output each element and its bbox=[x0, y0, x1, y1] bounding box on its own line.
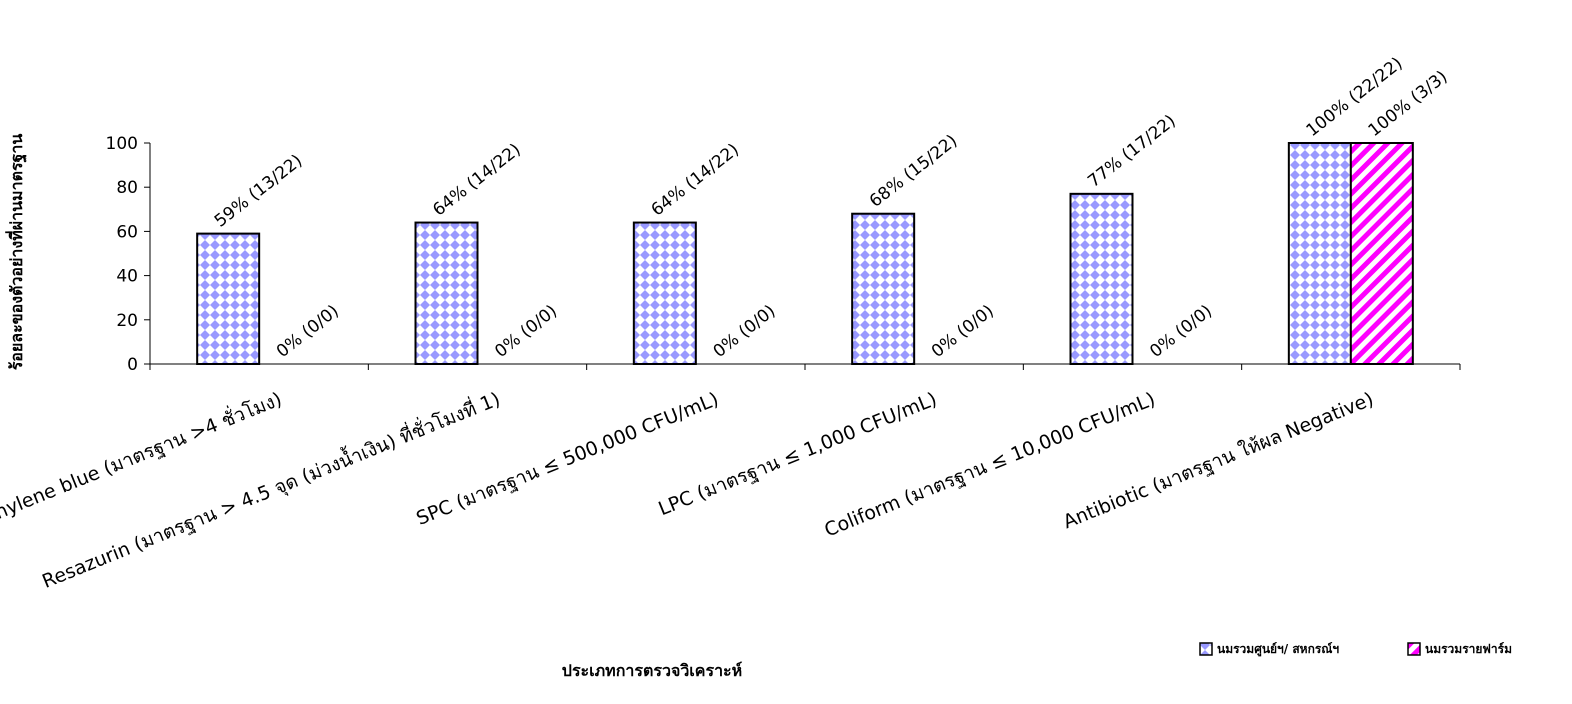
data-label: 68% (15/22) bbox=[866, 131, 961, 212]
y-tick-label: 60 bbox=[116, 222, 138, 242]
y-tick-label: 0 bbox=[127, 355, 138, 375]
bar-center bbox=[414, 221, 479, 365]
legend-swatch-farm bbox=[1407, 642, 1421, 656]
bar-center bbox=[1287, 142, 1352, 365]
bar-center bbox=[196, 232, 261, 365]
x-category-label: Resazurin (มาตรฐาน > 4.5 จุด (ม่วงน้ำเงิ… bbox=[38, 385, 504, 593]
data-label: 0% (0/0) bbox=[1146, 301, 1216, 362]
data-label: 0% (0/0) bbox=[491, 301, 561, 362]
bar-center bbox=[1069, 192, 1134, 365]
data-label: 77% (17/22) bbox=[1084, 111, 1179, 192]
legend: นมรวมศูนย์ฯ/ สหกรณ์ฯ นมรวมรายฟาร์ม bbox=[1199, 642, 1512, 657]
data-label: 64% (14/22) bbox=[648, 140, 743, 221]
x-axis-title: ประเภทการตรวจวิเคราะห์ bbox=[562, 661, 742, 680]
bar-center bbox=[632, 221, 697, 365]
x-category-label: Coliform (มาตรฐาน ≤ 10,000 CFU/mL) bbox=[821, 388, 1158, 541]
y-tick-label: 40 bbox=[116, 267, 138, 287]
legend-label-farm: นมรวมรายฟาร์ม bbox=[1425, 642, 1512, 656]
x-category-label: Methylene blue (มาตรฐาน >4 ชั่วโมง) bbox=[0, 385, 285, 537]
y-axis-title: ร้อยละของตัวอย่างที่ผ่านมาตรฐาน bbox=[5, 134, 27, 371]
y-tick-label: 100 bbox=[106, 134, 138, 154]
data-label: 59% (13/22) bbox=[211, 151, 306, 232]
data-label: 0% (0/0) bbox=[273, 301, 343, 362]
data-label: 0% (0/0) bbox=[928, 301, 998, 362]
bar-farm bbox=[1349, 142, 1414, 365]
legend-label-center: นมรวมศูนย์ฯ/ สหกรณ์ฯ bbox=[1217, 642, 1339, 657]
y-tick-label: 20 bbox=[116, 311, 138, 331]
legend-swatch-center bbox=[1199, 642, 1213, 656]
data-label: 64% (14/22) bbox=[429, 140, 524, 221]
bar-center bbox=[851, 212, 916, 365]
y-tick-label: 80 bbox=[116, 178, 138, 198]
data-label: 0% (0/0) bbox=[710, 301, 780, 362]
